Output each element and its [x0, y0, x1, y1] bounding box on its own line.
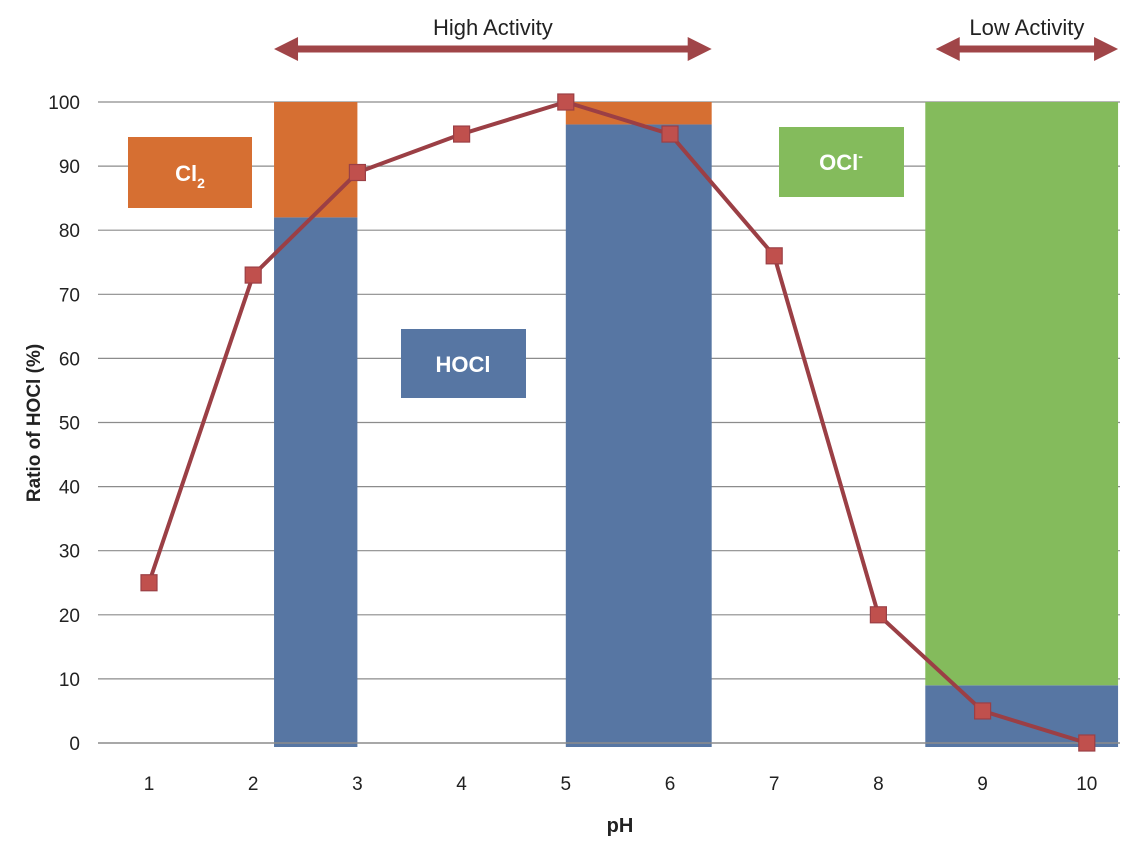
activity-arrow-head-left [935, 37, 960, 61]
x-tick-label: 10 [1076, 774, 1097, 795]
data-point [453, 125, 471, 143]
x-tick-label: 4 [456, 774, 467, 795]
band-segment-cl2 [274, 102, 358, 218]
x-tick-label: 3 [352, 774, 363, 795]
activity-arrow-head-right [1094, 37, 1119, 61]
hocl-label: HOCl [436, 352, 491, 377]
species-bands [274, 102, 1119, 747]
y-axis-label: Ratio of HOCl (%) [24, 344, 45, 502]
x-tick-label: 7 [769, 774, 780, 795]
data-point [869, 606, 888, 624]
y-tick-label: 80 [59, 221, 80, 242]
x-axis-label: pH [607, 815, 634, 837]
hocl-label-box [401, 329, 526, 398]
data-point [244, 266, 262, 284]
activity-arrow-head-right [687, 37, 712, 61]
data-point [1078, 734, 1096, 752]
x-tick-label: 6 [665, 774, 676, 795]
y-tick-label: 60 [59, 349, 80, 370]
band-segment-ocl [925, 102, 1119, 686]
high-activity-label: High Activity [433, 15, 553, 40]
band-segment-hocl [565, 124, 712, 747]
y-tick-label: 10 [59, 670, 80, 691]
data-point [973, 702, 992, 720]
band-segment-cl2 [565, 102, 712, 125]
data-point [557, 93, 575, 111]
x-tick-label: 9 [977, 774, 988, 795]
y-tick-label: 20 [59, 606, 80, 627]
y-tick-label: 90 [59, 157, 80, 178]
activity-arrows: High Activity Low Activity [274, 15, 1119, 61]
y-tick-label: 40 [59, 478, 80, 499]
x-tick-label: 5 [561, 774, 572, 795]
y-tick-label: 50 [59, 414, 80, 435]
low-activity-label: Low Activity [969, 15, 1084, 40]
ocl-label: OCl- [819, 148, 863, 175]
cl2-label: Cl2 [175, 161, 205, 191]
y-tick-label: 30 [59, 542, 80, 563]
band-segment-hocl [274, 217, 358, 747]
cl2-label-box [128, 137, 252, 208]
series [140, 93, 1096, 752]
y-tick-label: 100 [48, 93, 80, 114]
ocl-label-box [779, 127, 904, 197]
x-tick-label: 1 [144, 774, 155, 795]
axes: 0 10 20 30 40 50 60 70 80 90 100 1 2 3 4 5 6 7 8 9 10 [48, 93, 1120, 795]
y-tick-label: 0 [69, 734, 80, 755]
species-labels: Cl2 HOCl OCl- [128, 127, 904, 398]
series-line [147, 100, 1088, 745]
data-point [348, 163, 366, 182]
x-tick-label: 8 [873, 774, 884, 795]
data-point [140, 574, 158, 592]
x-tick-label: 2 [248, 774, 259, 795]
data-point [765, 247, 783, 265]
data-point [661, 125, 679, 143]
y-tick-label: 70 [59, 285, 80, 306]
activity-arrow-head-left [274, 37, 299, 61]
